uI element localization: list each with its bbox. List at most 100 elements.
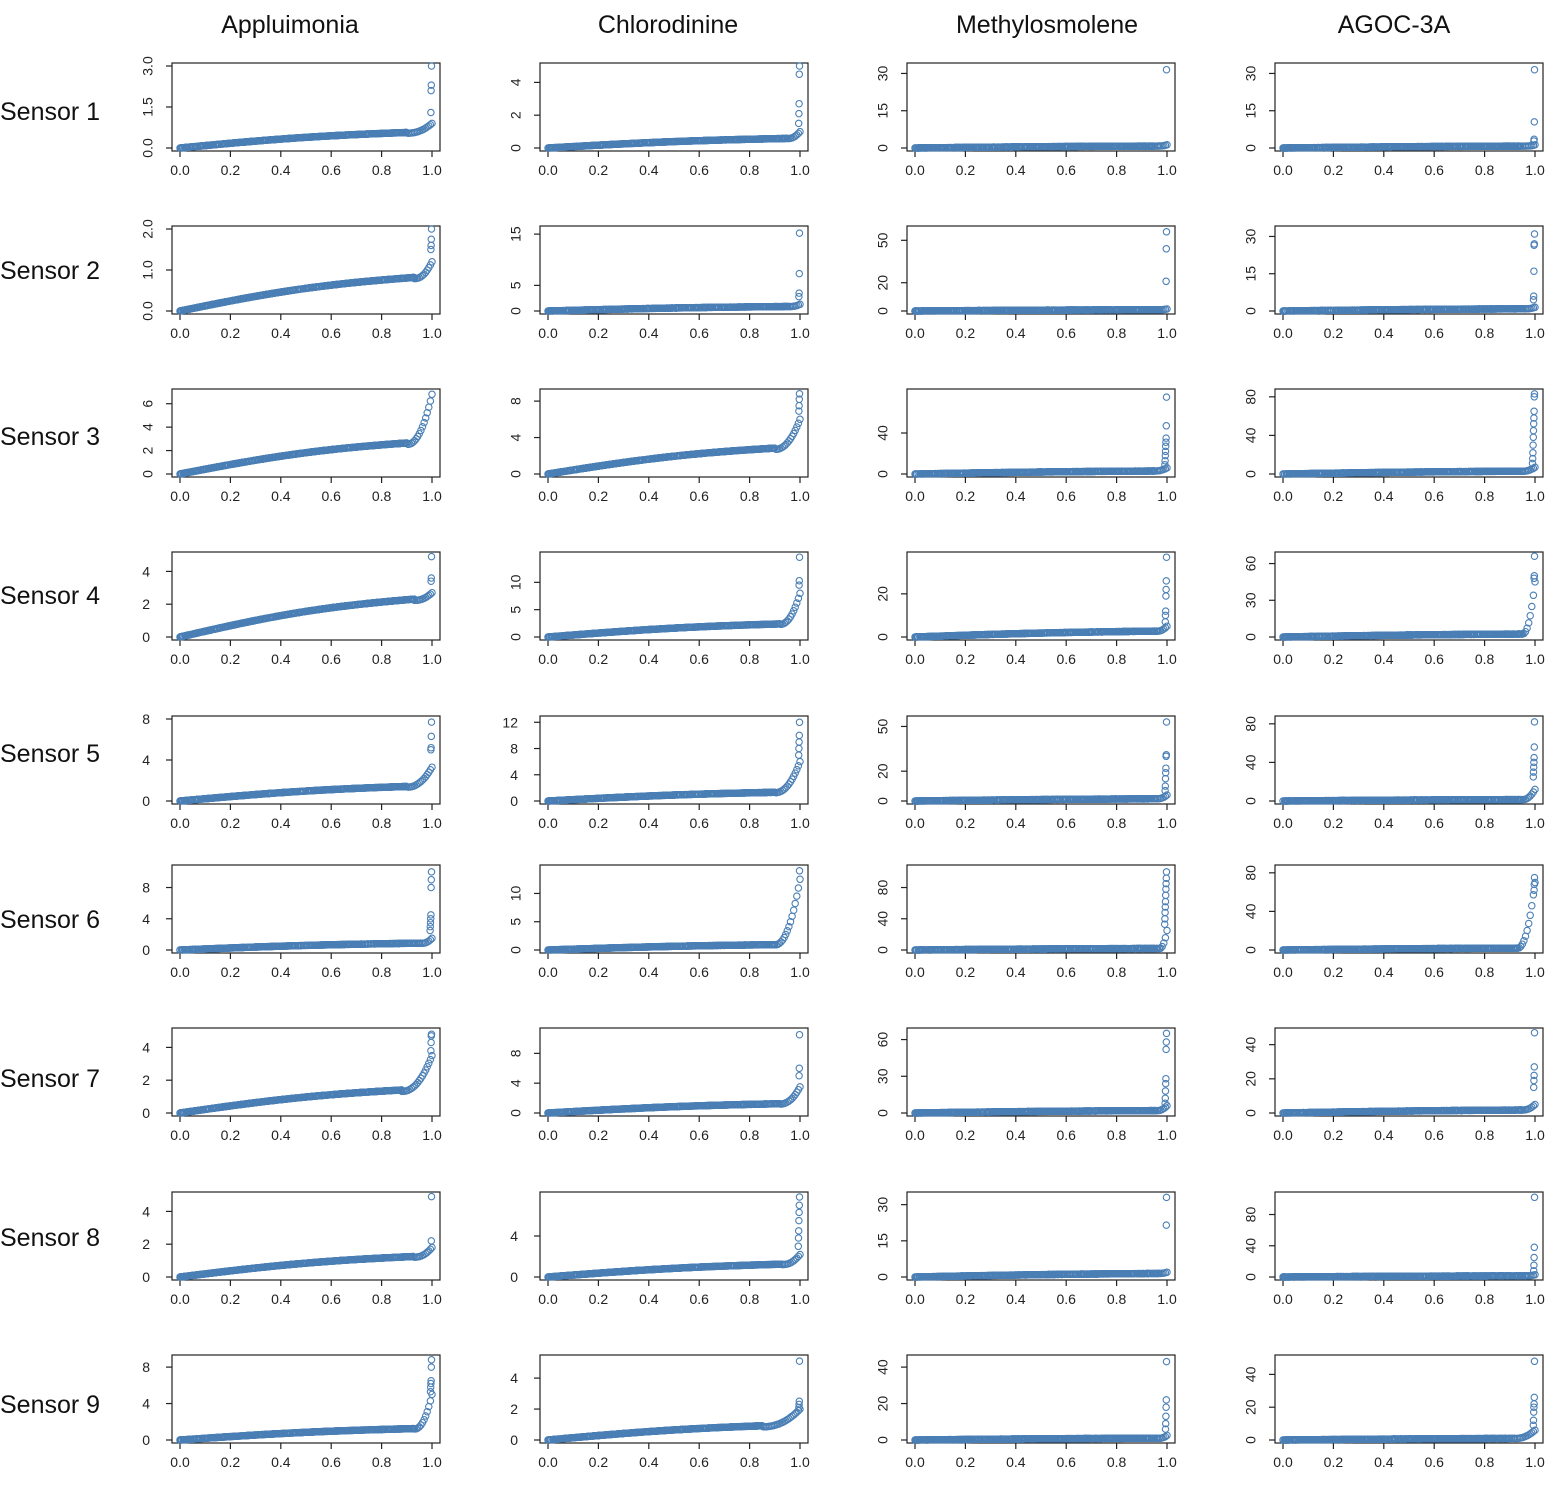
x-tick-label: 0.0 <box>170 162 190 178</box>
x-tick-label: 0.0 <box>1273 325 1293 341</box>
x-tick-label: 1.0 <box>1157 325 1177 341</box>
row-label: Sensor 8 <box>0 1224 100 1252</box>
x-tick-label: 0.2 <box>1324 325 1344 341</box>
outlier-point <box>795 99 803 108</box>
x-tick-label: 1.0 <box>1157 162 1177 178</box>
x-tick-label: 0.6 <box>321 488 341 504</box>
x-tick-label: 0.0 <box>1273 162 1293 178</box>
row-label: Sensor 7 <box>0 1065 100 1093</box>
x-tick-label: 0.0 <box>170 488 190 504</box>
y-tick-label: 0 <box>140 470 156 478</box>
plot-frame <box>906 225 1176 315</box>
plot-frame <box>171 388 441 478</box>
data-point <box>426 120 435 129</box>
x-tick-label: 0.2 <box>221 488 241 504</box>
y-tick-label: 0 <box>875 144 891 152</box>
outlier-point <box>795 70 804 78</box>
outlier-point <box>427 108 435 117</box>
y-tick-label: 20 <box>875 275 891 291</box>
y-tick-label: 4 <box>508 78 524 86</box>
outlier-point <box>1530 118 1539 126</box>
y-tick-label: 5 <box>508 281 524 289</box>
panel-r2-c1: 0.0 0.2 0.4 0.6 0.8 1.00.01.02.0 <box>140 219 442 341</box>
x-tick-label: 0.8 <box>1107 162 1127 178</box>
y-tick-label: 2 <box>508 111 524 119</box>
outlier-point <box>1162 245 1171 253</box>
y-tick-label: 3.0 <box>140 56 156 76</box>
x-tick-label: 0.0 <box>538 325 558 341</box>
x-tick-label: 0.8 <box>740 162 760 178</box>
x-tick-label: 0.2 <box>589 162 609 178</box>
outlier-point <box>427 62 436 70</box>
x-tick-label: 0.0 <box>538 488 558 504</box>
x-tick-label: 0.8 <box>740 488 760 504</box>
x-tick-label: 1.0 <box>790 162 810 178</box>
outlier-point <box>1530 230 1539 238</box>
x-tick-label: 0.0 <box>905 325 925 341</box>
outlier-point <box>1162 277 1170 286</box>
column-title: Methylosmolene <box>956 11 1138 39</box>
x-tick-label: 0.8 <box>372 488 392 504</box>
x-tick-label: 0.4 <box>271 162 291 178</box>
x-tick-label: 0.4 <box>639 325 659 341</box>
x-tick-label: 0.2 <box>589 488 609 504</box>
x-tick-label: 0.2 <box>221 325 241 341</box>
y-tick-label: 30 <box>1243 65 1259 81</box>
outlier-point <box>427 235 436 244</box>
y-tick-label: 0 <box>1243 144 1259 152</box>
x-tick-label: 0.4 <box>639 162 659 178</box>
x-tick-label: 0.0 <box>905 162 925 178</box>
plot-frame <box>906 62 1176 152</box>
y-tick-label: 0 <box>1243 307 1259 315</box>
row-label: Sensor 1 <box>0 98 100 126</box>
x-tick-label: 0.8 <box>740 325 760 341</box>
data-point <box>794 419 803 428</box>
outlier-point <box>1530 65 1539 74</box>
y-tick-label: 1.0 <box>140 260 156 280</box>
row-label: Sensor 5 <box>0 740 100 768</box>
data-point <box>418 423 427 431</box>
x-tick-label: 1.0 <box>790 488 810 504</box>
plot-frame <box>1274 62 1544 152</box>
x-tick-label: 0.2 <box>956 162 976 178</box>
x-tick-label: 0.8 <box>372 325 392 341</box>
y-tick-label: 0 <box>875 307 891 315</box>
outlier-point <box>795 229 804 237</box>
x-tick-label: 0.8 <box>1107 325 1127 341</box>
row-label: Sensor 3 <box>0 423 100 451</box>
x-tick-label: 0.4 <box>271 325 291 341</box>
plot-frame <box>539 225 809 315</box>
column-title: AGOC-3A <box>1338 11 1451 39</box>
y-tick-label: 50 <box>875 232 891 248</box>
x-tick-label: 1.0 <box>1525 162 1545 178</box>
x-tick-label: 0.4 <box>1006 325 1026 341</box>
row-label: Sensor 2 <box>0 257 100 285</box>
x-tick-label: 0.2 <box>221 162 241 178</box>
data-point <box>426 397 435 405</box>
x-tick-label: 0.6 <box>689 488 709 504</box>
y-tick-label: 1.5 <box>140 97 156 117</box>
x-tick-label: 1.0 <box>422 162 442 178</box>
x-tick-label: 1.0 <box>422 325 442 341</box>
x-tick-label: 0.6 <box>1424 325 1444 341</box>
row-label: Sensor 4 <box>0 582 100 610</box>
x-tick-label: 0.6 <box>689 325 709 341</box>
x-tick-label: 0.8 <box>372 162 392 178</box>
outlier-point <box>795 62 804 70</box>
y-tick-label: 30 <box>1243 228 1259 244</box>
y-tick-label: 15 <box>1243 266 1259 282</box>
x-tick-label: 0.4 <box>1374 325 1394 341</box>
y-tick-label: 2 <box>140 446 156 454</box>
x-tick-label: 0.4 <box>639 488 659 504</box>
x-tick-label: 0.6 <box>689 162 709 178</box>
data-point <box>428 390 436 399</box>
x-tick-label: 1.0 <box>1525 325 1545 341</box>
panel-r1-c1: 0.0 0.2 0.4 0.6 0.8 1.00.01.53.0 <box>140 56 442 178</box>
